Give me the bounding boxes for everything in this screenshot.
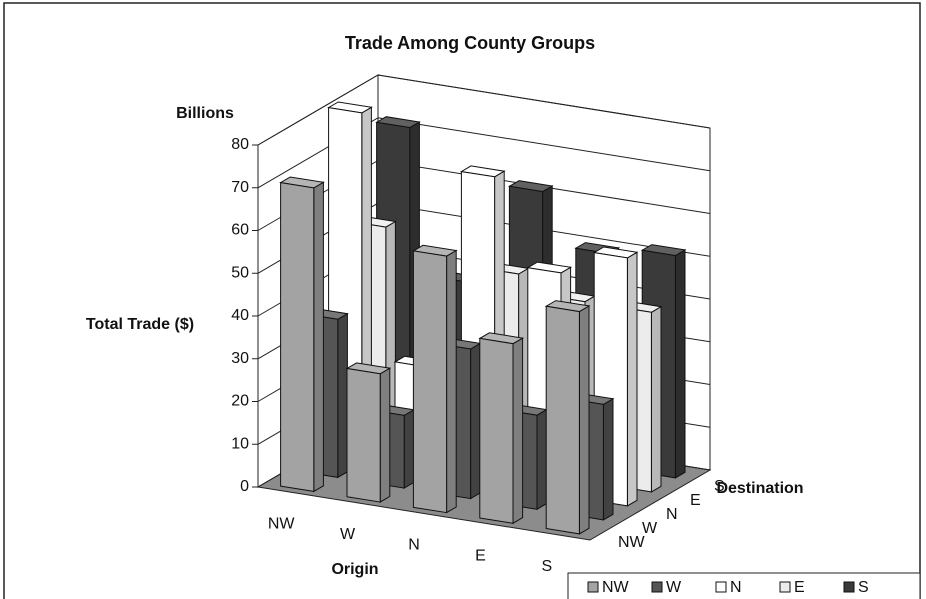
- y-tick-label: 80: [231, 136, 249, 153]
- chart-title: Trade Among County Groups: [345, 33, 595, 53]
- y-tick-label: 20: [231, 393, 249, 410]
- x-axis-label: Origin: [331, 561, 378, 578]
- legend-label: S: [858, 579, 869, 596]
- legend-label: E: [794, 579, 805, 596]
- bar-front: [479, 337, 514, 524]
- y-tick-label: 0: [240, 478, 249, 495]
- bar: [411, 244, 458, 514]
- bar: [544, 300, 591, 535]
- bar-side: [536, 408, 548, 511]
- bar-side: [512, 337, 524, 525]
- y-tick-label: 70: [231, 179, 249, 196]
- bar-side: [650, 305, 662, 493]
- x-tick-label: NW: [268, 516, 296, 533]
- bar: [279, 176, 325, 493]
- y-tick-label: 40: [231, 307, 249, 324]
- legend-label: N: [730, 579, 742, 596]
- bar-front: [346, 367, 381, 503]
- bar-front: [280, 182, 315, 492]
- bar-side: [578, 305, 590, 535]
- unit-label: Billions: [176, 105, 234, 122]
- depth-axis-label: Destination: [716, 480, 803, 497]
- bar-front: [412, 250, 448, 514]
- legend-swatch: [715, 581, 727, 593]
- depth-tick-label: E: [690, 492, 701, 509]
- legend: [567, 572, 921, 599]
- grid-line: [257, 117, 711, 189]
- y-axis-label: Total Trade ($): [86, 316, 194, 333]
- legend-swatch: [779, 581, 791, 593]
- bar-side: [403, 408, 415, 489]
- bar-front: [545, 305, 580, 535]
- bar-side: [446, 249, 457, 514]
- bar-side: [337, 312, 348, 479]
- y-tick-label: 30: [231, 350, 249, 367]
- depth-tick-label: N: [666, 506, 678, 523]
- bar-side: [470, 342, 481, 500]
- bar: [345, 362, 392, 503]
- depth-tick-label: S: [714, 478, 725, 495]
- y-tick-label: 10: [231, 435, 249, 452]
- legend-label: W: [666, 579, 682, 596]
- x-tick-label: N: [408, 537, 420, 554]
- bar-side: [313, 181, 324, 493]
- legend-label: NW: [602, 579, 630, 596]
- x-tick-label: W: [340, 526, 356, 543]
- bar-side: [379, 367, 391, 503]
- depth-tick-label: NW: [618, 534, 646, 551]
- bar-side: [674, 249, 686, 479]
- legend-swatch: [843, 581, 855, 593]
- legend-swatch: [651, 581, 663, 593]
- legend-swatch: [587, 581, 599, 593]
- bar: [478, 332, 525, 525]
- y-tick-label: 60: [231, 222, 249, 239]
- bar-side: [626, 251, 638, 507]
- grid-line: [257, 74, 711, 146]
- y-tick-label: 50: [231, 264, 249, 281]
- x-tick-label: S: [541, 558, 552, 575]
- x-tick-label: E: [475, 547, 486, 564]
- depth-tick-label: W: [642, 520, 658, 537]
- bar-side: [602, 397, 614, 521]
